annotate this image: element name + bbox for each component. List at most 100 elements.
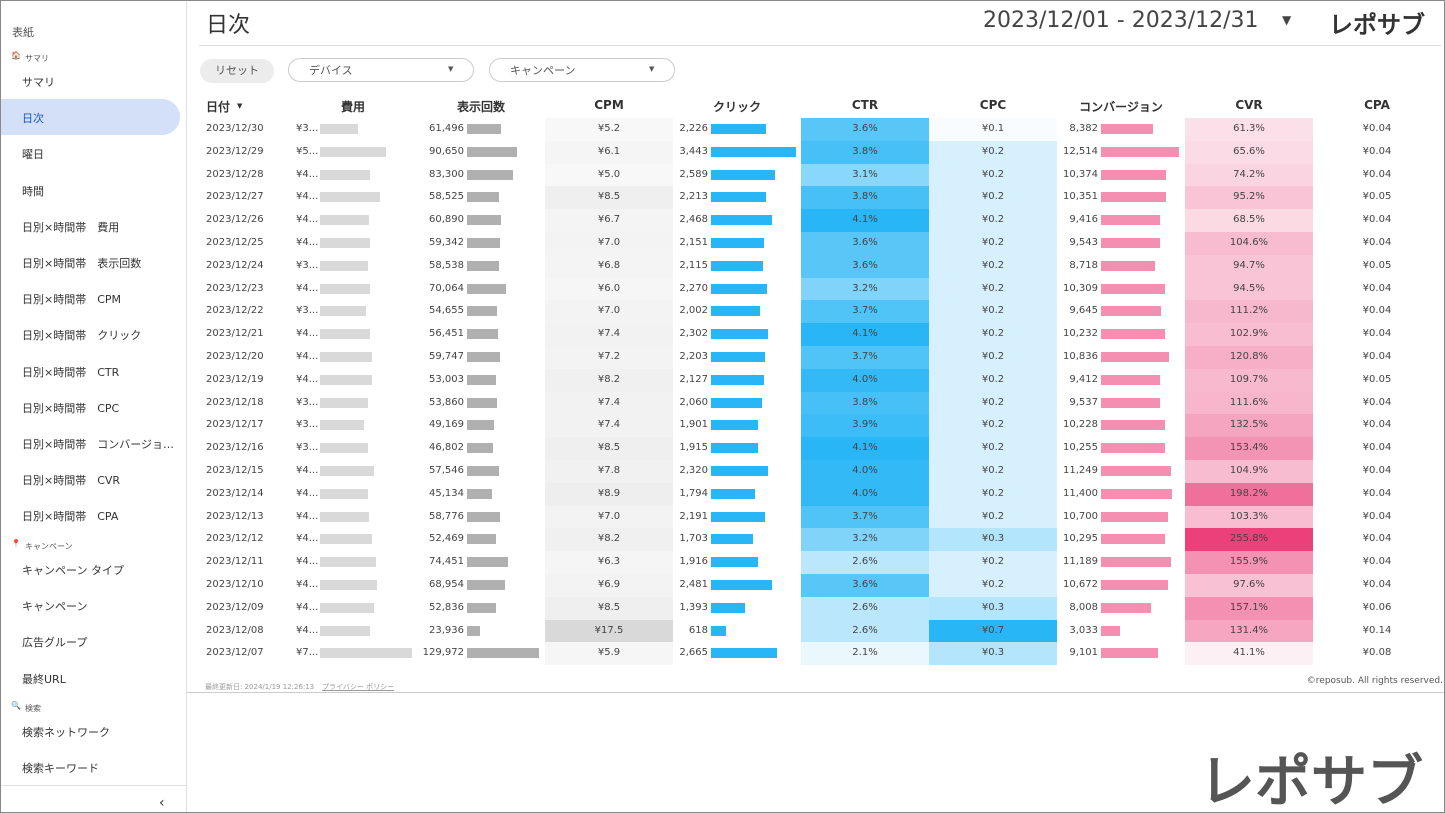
nav-item[interactable]: 広告グループ [22,636,88,650]
logo: レポサブ [1329,11,1425,39]
dropdown-arrow[interactable]: ▼ [1282,13,1292,27]
nav-item[interactable]: 日別×時間帯 表示回数 [22,257,142,270]
column-header[interactable]: クリック [712,100,761,114]
clicks-cell: 2,320 [679,465,708,476]
heat-cell [1185,140,1313,164]
nav-item[interactable]: 時間 [22,184,44,198]
cpm-cell: ¥6.7 [597,214,621,226]
header-divider [199,45,1441,46]
column-header[interactable]: コンバージョン [1079,100,1163,114]
impressions-cell: 59,747 [429,351,464,362]
cvr-cell: 95.2% [1233,191,1265,203]
nav-item[interactable]: 曜日 [22,148,44,162]
column-header[interactable]: CVR [1235,98,1263,112]
heat-cell [929,346,1057,369]
nav-item[interactable]: 日別×時間帯 コンバージョ… [22,438,174,451]
sidebar-collapse[interactable]: ‹ [159,795,165,811]
heat-cell [545,368,673,392]
conversions-bar [1101,215,1160,226]
impressions-cell: 23,936 [429,624,464,636]
ctr-cell: 3.7% [852,510,878,522]
nav-item[interactable]: 日別×時間帯 クリック [22,329,142,343]
clicks-cell: 2,060 [679,396,708,408]
nav-item[interactable]: 検索キーワード [22,762,99,776]
clicks-cell: 2,115 [679,259,708,271]
nav-item[interactable]: 日次 [22,112,44,126]
nav-item[interactable]: キャンペーン [22,600,88,614]
cost-cell: ¥4... [296,624,319,636]
heat-cell [545,254,673,278]
heat-cell [1185,368,1313,392]
impressions-bar [467,534,497,545]
sidebar [1,1,187,812]
nav-item[interactable]: 日別×時間帯 CPM [22,293,122,307]
heat-cell [929,437,1057,460]
nav-item[interactable]: 検索ネットワーク [22,726,110,739]
nav-item[interactable]: 最終URL [22,672,66,686]
conversions-cell: 9,416 [1069,214,1098,226]
impressions-bar [467,169,514,180]
ctr-cell: 4.1% [852,442,878,454]
column-header[interactable]: 費用 [340,100,365,114]
cost-cell: ¥4... [296,351,319,362]
ctr-cell: 3.6% [852,123,878,134]
cpm-cell: ¥8.5 [597,191,621,203]
cpa-cell: ¥0.04 [1362,328,1392,340]
date-range[interactable]: 2023/12/01 - 2023/12/31 [983,8,1259,33]
column-header[interactable]: 日付 [206,100,231,114]
column-header[interactable]: CTR [851,98,879,112]
ctr-cell: 2.1% [852,647,878,659]
cpa-cell: ¥0.04 [1362,237,1392,248]
impressions-cell: 70,064 [429,282,464,294]
sidebar-cover[interactable]: 表紙 [12,26,34,39]
big-logo: レポサブ [1199,750,1423,813]
nav-item[interactable]: 日別×時間帯 CPA [22,510,119,524]
ctr-cell: 3.8% [852,145,878,157]
nav-item[interactable]: サマリ [22,76,55,89]
last-updated: 最終更新日: 2024/1/19 12:26:13 [205,683,315,691]
column-header[interactable]: CPA [1364,98,1390,112]
impressions-cell: 52,469 [429,533,464,545]
heat-cell [801,209,929,232]
reset-button[interactable]: リセット [200,59,274,83]
conversions-cell: 10,255 [1063,442,1098,454]
filter-dropdown[interactable]: キャンペーン [489,58,675,82]
nav-item[interactable]: 日別×時間帯 費用 [22,220,120,234]
heat-cell [1185,300,1313,324]
clicks-bar [711,397,762,408]
privacy-link[interactable]: プライバシー ポリシー [322,683,395,691]
nav-item[interactable]: キャンペーン タイプ [22,564,124,577]
ctr-cell: 3.9% [852,419,878,431]
nav-item[interactable]: 日別×時間帯 CTR [22,365,120,379]
heat-cell [1185,596,1313,620]
cpm-cell: ¥5.2 [597,123,621,134]
cost-cell: ¥4... [296,601,319,613]
column-header[interactable]: CPM [594,98,624,112]
active-item-bg [1,99,180,136]
impressions-bar [467,511,500,522]
nav-item[interactable]: 日別×時間帯 CPC [22,401,120,415]
filter-dropdown[interactable]: デバイス [288,58,474,82]
clicks-bar [711,169,775,180]
cvr-cell: 157.1% [1229,601,1269,613]
column-header[interactable]: CPC [979,98,1007,112]
heat-cell [1185,528,1313,552]
ctr-cell: 3.7% [852,351,878,362]
date-cell: 2023/12/22 [206,305,264,317]
heat-cell [1185,232,1313,255]
column-header[interactable]: 表示回数 [456,100,505,114]
nav-item[interactable]: 日別×時間帯 CVR [22,474,121,488]
cost-bar [320,306,366,317]
heat-cell [801,619,929,643]
heat-cell [545,505,673,529]
heat-cell [545,574,673,597]
impressions-cell: 58,538 [429,259,464,271]
heat-cell [545,642,673,666]
cost-cell: ¥4... [296,282,319,294]
clicks-bar [711,602,746,613]
cpc-cell: ¥0.2 [981,214,1005,226]
cpa-cell: ¥0.05 [1362,259,1392,271]
clicks-cell: 1,393 [679,601,708,613]
ctr-cell: 4.1% [852,214,878,226]
heat-cell [929,482,1057,506]
